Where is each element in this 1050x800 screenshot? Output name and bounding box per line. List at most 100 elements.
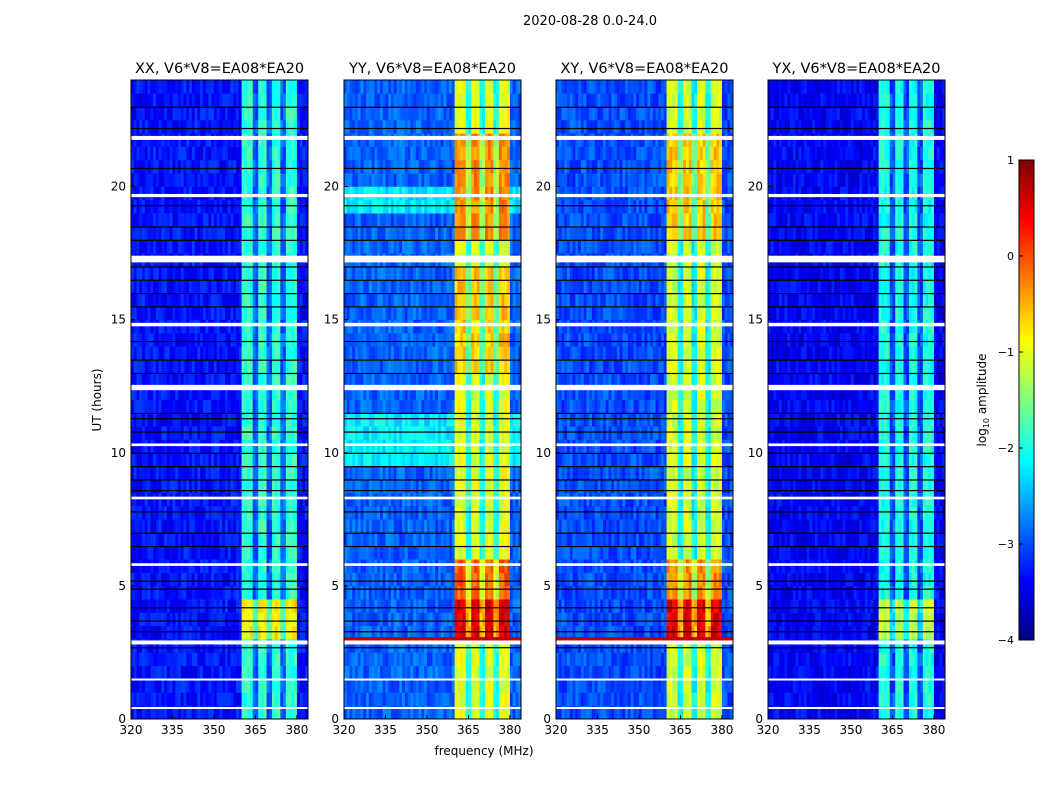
heatmap-cell: [285, 479, 289, 493]
heatmap-cell: [144, 266, 148, 280]
heatmap-cell: [189, 665, 193, 680]
heatmap-cell: [225, 625, 229, 640]
heatmap-cell: [507, 585, 511, 600]
heatmap-cell: [391, 572, 395, 587]
heatmap-cell: [194, 625, 198, 640]
heatmap-cell: [299, 80, 303, 94]
heatmap-cell: [426, 705, 431, 720]
heatmap-cell: [155, 346, 159, 360]
heatmap-cell: [144, 625, 148, 640]
heatmap-cell: [421, 426, 425, 440]
heatmap-cell: [142, 186, 146, 201]
heatmap-cell: [183, 439, 187, 454]
heatmap-cell: [468, 386, 472, 400]
heatmap-cell: [133, 506, 137, 520]
heatmap-cell: [283, 559, 287, 573]
heatmap-cell: [435, 439, 439, 454]
heatmap-cell: [496, 665, 500, 680]
heatmap-cell: [512, 639, 516, 653]
heatmap-cell: [291, 346, 295, 360]
heatmap-cell: [283, 266, 287, 280]
heatmap-cell: [255, 239, 259, 254]
heatmap-cell: [227, 412, 231, 427]
heatmap-cell: [247, 679, 251, 693]
heatmap-cell: [274, 639, 278, 653]
heatmap-cell: [202, 266, 206, 280]
heatmap-cell: [357, 545, 361, 560]
heatmap-cell: [216, 173, 220, 187]
heatmap-cell: [189, 159, 193, 174]
heatmap-cell: [355, 426, 359, 440]
heatmap-cell: [266, 585, 270, 600]
x-tick-label: 335: [161, 723, 184, 737]
heatmap-cell: [153, 652, 157, 667]
heatmap-cell: [410, 692, 414, 706]
heatmap-cell: [155, 466, 159, 480]
heatmap-cell: [238, 665, 242, 680]
heatmap-cell: [504, 399, 508, 414]
heatmap-cell: [172, 532, 176, 547]
heatmap-cell: [161, 705, 165, 720]
heatmap-cell: [440, 399, 444, 414]
heatmap-cell: [205, 665, 209, 680]
heatmap-cell: [161, 106, 165, 121]
heatmap-cell: [402, 572, 406, 587]
heatmap-cell: [233, 359, 237, 374]
heatmap-cell: [252, 612, 256, 627]
heatmap-cell: [183, 399, 187, 414]
heatmap-cell: [368, 585, 372, 600]
heatmap-cell: [236, 585, 240, 600]
heatmap-cell: [219, 612, 223, 627]
heatmap-cell: [407, 652, 411, 667]
heatmap-cell: [183, 585, 187, 600]
heatmap-cell: [393, 386, 397, 400]
heatmap-cell: [366, 545, 370, 560]
heatmap-cell: [186, 625, 190, 640]
heatmap-cell: [438, 332, 442, 347]
heatmap-cell: [451, 439, 455, 454]
heatmap-cell: [424, 466, 428, 480]
heatmap-cell: [186, 133, 190, 147]
heatmap-cell: [366, 692, 370, 706]
heatmap-cell: [432, 612, 436, 627]
heatmap-cell: [299, 559, 303, 573]
heatmap-cell: [280, 226, 284, 241]
heatmap-cell: [208, 173, 212, 187]
heatmap-cell: [216, 612, 220, 627]
heatmap-cell: [344, 519, 348, 533]
heatmap-cell: [501, 439, 505, 454]
heatmap-cell: [172, 133, 176, 147]
heatmap-cell: [435, 506, 439, 520]
heatmap-cell: [244, 532, 248, 547]
heatmap-cell: [136, 119, 140, 134]
heatmap-cell: [258, 279, 262, 294]
heatmap-cell: [512, 532, 516, 547]
heatmap-cell: [258, 146, 262, 161]
heatmap-cell: [189, 679, 193, 693]
heatmap-cell: [211, 679, 215, 693]
heatmap-cell: [509, 439, 514, 454]
heatmap-cell: [368, 372, 372, 387]
heatmap-cell: [205, 80, 209, 94]
heatmap-cell: [249, 452, 253, 467]
heatmap-cell: [418, 572, 422, 587]
heatmap-cell: [263, 399, 267, 414]
heatmap-cell: [460, 639, 464, 653]
heatmap-cell: [305, 359, 309, 374]
heatmap-cell: [175, 452, 179, 467]
heatmap-cell: [352, 492, 356, 507]
heatmap-cell: [498, 652, 502, 667]
heatmap-cell: [352, 479, 356, 493]
heatmap-cell: [150, 399, 154, 414]
heatmap-cell: [222, 412, 226, 427]
heatmap-cell: [449, 545, 453, 560]
heatmap-cell: [189, 599, 193, 613]
heatmap-cell: [402, 506, 406, 520]
heatmap-cell: [391, 559, 395, 573]
heatmap-cell: [374, 559, 378, 573]
heatmap-cell: [202, 585, 206, 600]
heatmap-cell: [164, 466, 168, 480]
heatmap-cell: [404, 585, 408, 600]
heatmap-cell: [213, 332, 218, 347]
heatmap-cell: [368, 705, 372, 720]
